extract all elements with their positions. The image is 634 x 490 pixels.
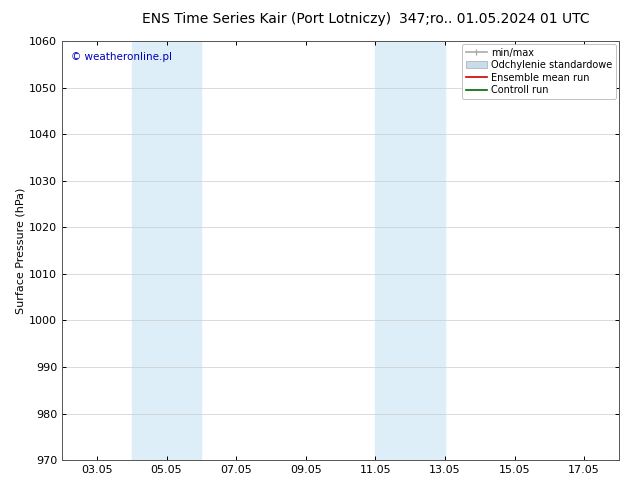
- Y-axis label: Surface Pressure (hPa): Surface Pressure (hPa): [15, 187, 25, 314]
- Text: © weatheronline.pl: © weatheronline.pl: [70, 51, 172, 62]
- Bar: [132, 41, 202, 460]
- Text: ENS Time Series Kair (Port Lotniczy): ENS Time Series Kair (Port Lotniczy): [142, 12, 391, 26]
- Legend: min/max, Odchylenie standardowe, Ensemble mean run, Controll run: min/max, Odchylenie standardowe, Ensembl…: [462, 44, 616, 99]
- Bar: [375, 41, 445, 460]
- Text: 347;ro.. 01.05.2024 01 UTC: 347;ro.. 01.05.2024 01 UTC: [399, 12, 590, 26]
